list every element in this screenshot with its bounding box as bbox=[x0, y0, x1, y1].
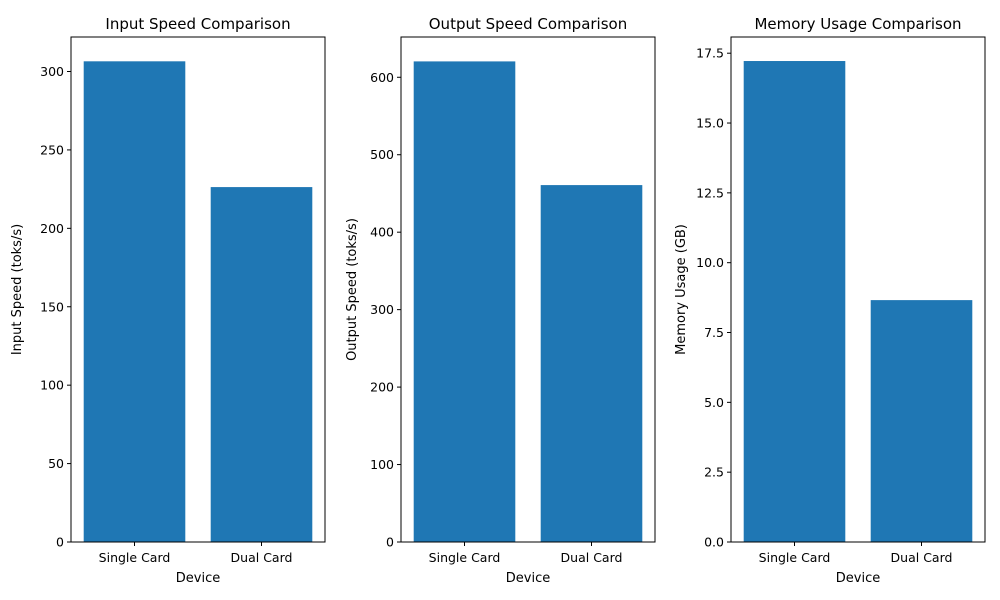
y-tick-label: 0.0 bbox=[704, 535, 724, 550]
y-tick-label: 250 bbox=[40, 142, 64, 157]
y-tick-label: 150 bbox=[40, 299, 64, 314]
bar-single-card bbox=[413, 61, 516, 542]
x-tick-label: Dual Card bbox=[561, 550, 623, 565]
x-tick-label: Single Card bbox=[99, 550, 171, 565]
y-tick-label: 200 bbox=[370, 380, 394, 395]
y-tick-label: 7.5 bbox=[704, 325, 724, 340]
axes-frame bbox=[70, 36, 326, 543]
y-tick-label: 400 bbox=[370, 225, 394, 240]
x-tick-label: Single Card bbox=[759, 550, 831, 565]
bar-dual-card bbox=[210, 187, 313, 543]
y-tick-label: 300 bbox=[370, 302, 394, 317]
y-tick-label: 100 bbox=[40, 378, 64, 393]
y-tick-label: 2.5 bbox=[704, 465, 724, 480]
y-tick-label: 200 bbox=[40, 221, 64, 236]
y-tick-label: 15.0 bbox=[696, 116, 724, 131]
bar-dual-card bbox=[870, 300, 973, 542]
axes-frame bbox=[730, 36, 986, 543]
y-tick-label: 600 bbox=[370, 70, 394, 85]
x-tick-label: Single Card bbox=[429, 550, 501, 565]
axes-frame bbox=[400, 36, 656, 543]
y-tick-label: 50 bbox=[48, 456, 64, 471]
x-axis-label: Device bbox=[506, 571, 550, 586]
x-tick-label: Dual Card bbox=[891, 550, 953, 565]
y-tick-label: 12.5 bbox=[696, 185, 724, 200]
chart-title: Memory Usage Comparison bbox=[754, 15, 961, 33]
x-axis-label: Device bbox=[176, 571, 220, 586]
y-axis-label: Input Speed (toks/s) bbox=[10, 224, 25, 355]
bar-single-card bbox=[743, 61, 846, 542]
y-tick-label: 0 bbox=[386, 535, 394, 550]
y-tick-label: 300 bbox=[40, 64, 64, 79]
bar-single-card bbox=[83, 61, 186, 542]
y-axis-label: Output Speed (toks/s) bbox=[345, 218, 360, 361]
bar-dual-card bbox=[540, 185, 643, 542]
y-tick-label: 5.0 bbox=[704, 395, 724, 410]
chart-title: Input Speed Comparison bbox=[105, 15, 290, 33]
chart-title: Output Speed Comparison bbox=[429, 15, 627, 33]
chart-panel-3: 0.0 2.5 5.0 7.5 10.0 12.5 15.0 17.5 Single Card D… bbox=[674, 15, 986, 586]
x-axis-label: Device bbox=[836, 571, 880, 586]
y-axis-label: Memory Usage (GB) bbox=[674, 224, 689, 355]
chart-panel-2: 0 100 200 300 400 500 600 Single Card Dual Card O… bbox=[345, 15, 656, 586]
chart-panel-1: 0 50 100 150 200 250 300 Single Card Dual Card In… bbox=[10, 15, 326, 586]
y-tick-label: 100 bbox=[370, 457, 394, 472]
y-tick-label: 10.0 bbox=[696, 255, 724, 270]
y-tick-label: 500 bbox=[370, 147, 394, 162]
y-tick-label: 0 bbox=[56, 535, 64, 550]
x-tick-label: Dual Card bbox=[231, 550, 293, 565]
y-tick-label: 17.5 bbox=[696, 46, 724, 61]
